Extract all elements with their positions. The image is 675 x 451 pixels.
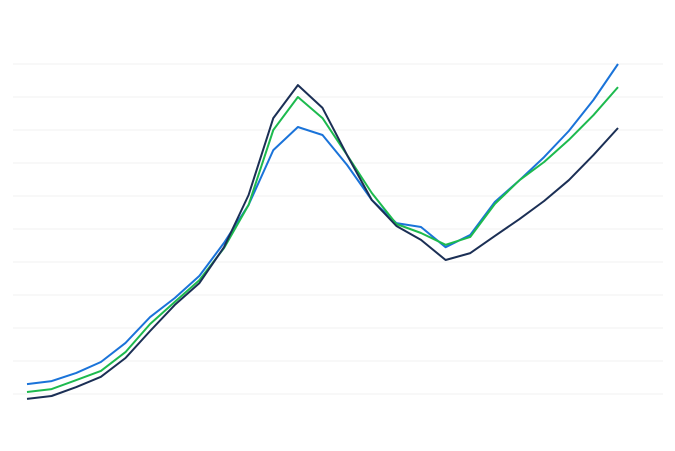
series-line [26,86,619,393]
series-line [26,84,619,400]
series-line [26,63,619,386]
